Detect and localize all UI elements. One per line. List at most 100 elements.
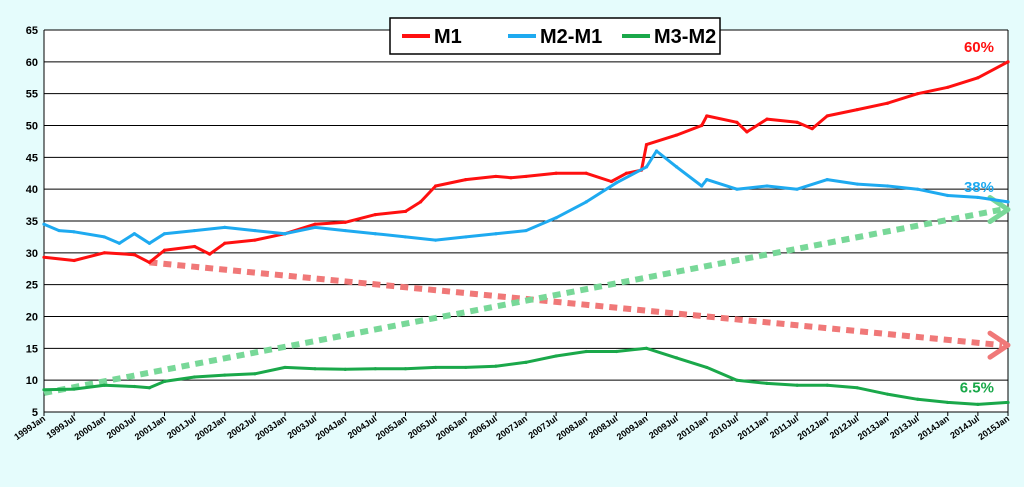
data-point	[654, 149, 659, 153]
data-point	[795, 187, 799, 191]
data-point	[976, 402, 980, 406]
data-point	[524, 360, 528, 364]
y-tick-label: 60	[26, 57, 38, 69]
x-tick-label: 2005Jan	[374, 413, 409, 442]
x-tick-label: 2002Jul	[225, 413, 258, 440]
trend-arrow-head	[987, 330, 1011, 360]
gridlines	[43, 29, 1009, 413]
data-point	[1006, 400, 1010, 405]
x-tick-label: 2010Jul	[707, 413, 740, 440]
x-tick-label: 2008Jan	[555, 413, 590, 442]
x-tick-label: 2002Jan	[193, 413, 228, 442]
data-point	[494, 232, 498, 236]
x-tick-label: 2011Jul	[768, 413, 800, 440]
data-point	[735, 378, 739, 382]
data-point	[675, 165, 679, 169]
data-point	[223, 373, 227, 377]
data-point	[117, 241, 121, 245]
data-point	[624, 171, 629, 175]
y-tick-label: 25	[26, 280, 38, 292]
x-tick-label: 2007Jul	[526, 413, 559, 440]
legend-box	[389, 17, 721, 55]
data-point	[464, 235, 468, 239]
series-line	[43, 149, 1009, 245]
y-tick-label: 5	[32, 407, 38, 419]
x-tick-label: 2005Jul	[406, 413, 439, 440]
data-point	[1006, 60, 1010, 64]
data-point	[946, 193, 950, 198]
data-point	[283, 365, 287, 370]
y-tick-label: 40	[26, 184, 38, 196]
data-point	[524, 174, 528, 179]
series-line	[43, 346, 1009, 406]
data-point	[916, 397, 920, 401]
y-tick-label: 15	[26, 343, 38, 355]
data-point	[976, 195, 980, 200]
x-tick-label: 2013Jul	[888, 413, 921, 440]
series-lines	[42, 60, 1010, 406]
data-point	[524, 228, 528, 233]
data-point	[343, 220, 347, 224]
data-point	[735, 187, 739, 191]
data-point	[705, 114, 709, 118]
data-point	[916, 92, 920, 96]
x-tick-label: 2000Jul	[105, 413, 138, 440]
x-tick-label: 2008Jul	[587, 413, 620, 440]
data-point	[609, 179, 613, 184]
data-point	[313, 222, 317, 226]
x-tick-label: 2009Jan	[615, 413, 650, 442]
data-point	[584, 200, 588, 204]
data-point	[885, 101, 890, 105]
y-tick-label: 65	[26, 25, 38, 37]
data-point	[494, 174, 498, 179]
x-tick-label: 2014Jan	[916, 413, 951, 442]
data-point	[434, 238, 438, 242]
data-point	[132, 253, 136, 257]
data-point	[42, 388, 46, 392]
data-point	[147, 241, 152, 245]
data-point	[810, 127, 814, 131]
data-point	[765, 117, 769, 121]
data-point	[42, 222, 46, 226]
data-point	[614, 349, 618, 354]
x-tick-label: 2001Jul	[165, 413, 198, 440]
series-m3-m2	[42, 346, 1010, 406]
data-point	[193, 375, 197, 379]
data-point	[403, 209, 408, 214]
data-point	[644, 165, 649, 169]
data-point	[509, 176, 513, 180]
data-point	[42, 255, 46, 259]
data-point	[554, 171, 558, 175]
y-tick-label: 55	[26, 89, 38, 101]
x-tick-label: 2000Jan	[73, 413, 108, 442]
data-point	[554, 354, 558, 358]
trend-arrow-line	[149, 259, 1003, 349]
data-point	[223, 241, 227, 245]
x-tick-label: 2006Jul	[466, 413, 499, 440]
data-point	[147, 386, 152, 390]
data-point	[946, 85, 950, 89]
data-point	[855, 182, 859, 186]
data-point	[765, 381, 769, 385]
legend-entry: M1	[434, 26, 462, 48]
data-point	[1006, 200, 1010, 204]
data-point	[745, 130, 749, 134]
x-tick-label: 2004Jan	[314, 413, 349, 442]
data-point	[373, 232, 377, 236]
data-point	[644, 143, 649, 147]
data-point	[614, 181, 618, 185]
end-label: 6.5%	[960, 379, 994, 396]
data-point	[554, 216, 558, 220]
data-point	[253, 228, 257, 233]
x-tick-label: 1999Jan	[12, 413, 47, 442]
end-labels: 60% 38% 6.5%	[960, 39, 994, 397]
data-point	[283, 232, 287, 236]
data-point	[418, 200, 423, 204]
data-point	[705, 365, 709, 370]
data-point	[102, 383, 106, 387]
data-point	[976, 76, 980, 80]
series-m1	[42, 60, 1010, 264]
data-point	[795, 120, 799, 124]
legend-entry: M2-M1	[540, 26, 602, 48]
y-tick-label: 30	[26, 248, 38, 260]
